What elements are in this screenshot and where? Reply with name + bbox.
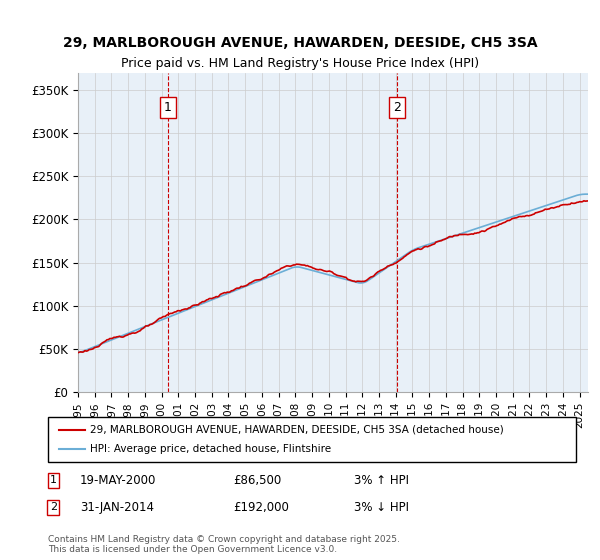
Text: 2: 2 <box>50 502 57 512</box>
Text: 29, MARLBOROUGH AVENUE, HAWARDEN, DEESIDE, CH5 3SA (detached house): 29, MARLBOROUGH AVENUE, HAWARDEN, DEESID… <box>90 424 504 435</box>
Text: 1: 1 <box>164 101 172 114</box>
Text: Contains HM Land Registry data © Crown copyright and database right 2025.
This d: Contains HM Land Registry data © Crown c… <box>48 535 400 554</box>
Text: 3% ↑ HPI: 3% ↑ HPI <box>354 474 409 487</box>
Text: Price paid vs. HM Land Registry's House Price Index (HPI): Price paid vs. HM Land Registry's House … <box>121 57 479 70</box>
Text: 31-JAN-2014: 31-JAN-2014 <box>80 501 154 514</box>
Text: £86,500: £86,500 <box>233 474 281 487</box>
Text: 29, MARLBOROUGH AVENUE, HAWARDEN, DEESIDE, CH5 3SA: 29, MARLBOROUGH AVENUE, HAWARDEN, DEESID… <box>62 36 538 50</box>
FancyBboxPatch shape <box>48 417 576 462</box>
Text: £192,000: £192,000 <box>233 501 289 514</box>
Text: HPI: Average price, detached house, Flintshire: HPI: Average price, detached house, Flin… <box>90 445 331 455</box>
Text: 3% ↓ HPI: 3% ↓ HPI <box>354 501 409 514</box>
Text: 2: 2 <box>393 101 401 114</box>
Text: 1: 1 <box>50 475 57 486</box>
Text: 19-MAY-2000: 19-MAY-2000 <box>80 474 156 487</box>
